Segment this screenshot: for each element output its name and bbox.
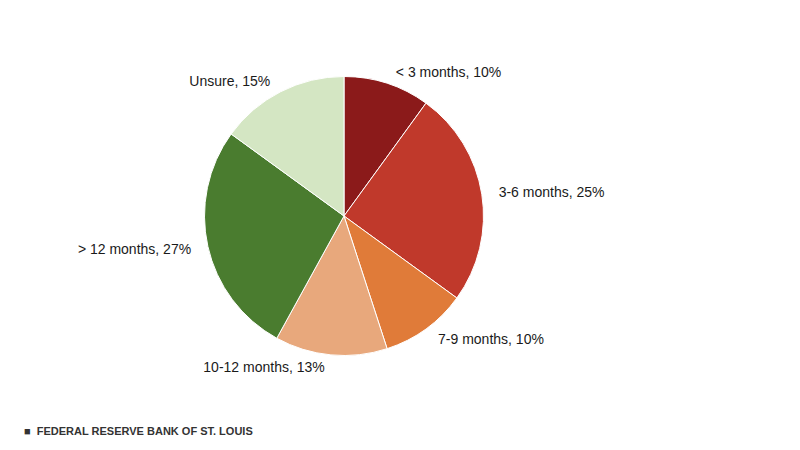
svg-text:Unsure, 15%: Unsure, 15%: [189, 73, 270, 89]
svg-text:7-9 months, 10%: 7-9 months, 10%: [438, 331, 544, 347]
svg-text:3-6 months, 25%: 3-6 months, 25%: [499, 184, 605, 200]
svg-text:> 12 months, 27%: > 12 months, 27%: [78, 241, 191, 257]
svg-text:10-12 months, 13%: 10-12 months, 13%: [203, 359, 324, 375]
svg-text:< 3 months, 10%: < 3 months, 10%: [396, 64, 501, 80]
svg-text:■ FEDERAL RESERVE BANK OF ST.: ■ FEDERAL RESERVE BANK OF ST. LOUIS: [24, 425, 253, 437]
